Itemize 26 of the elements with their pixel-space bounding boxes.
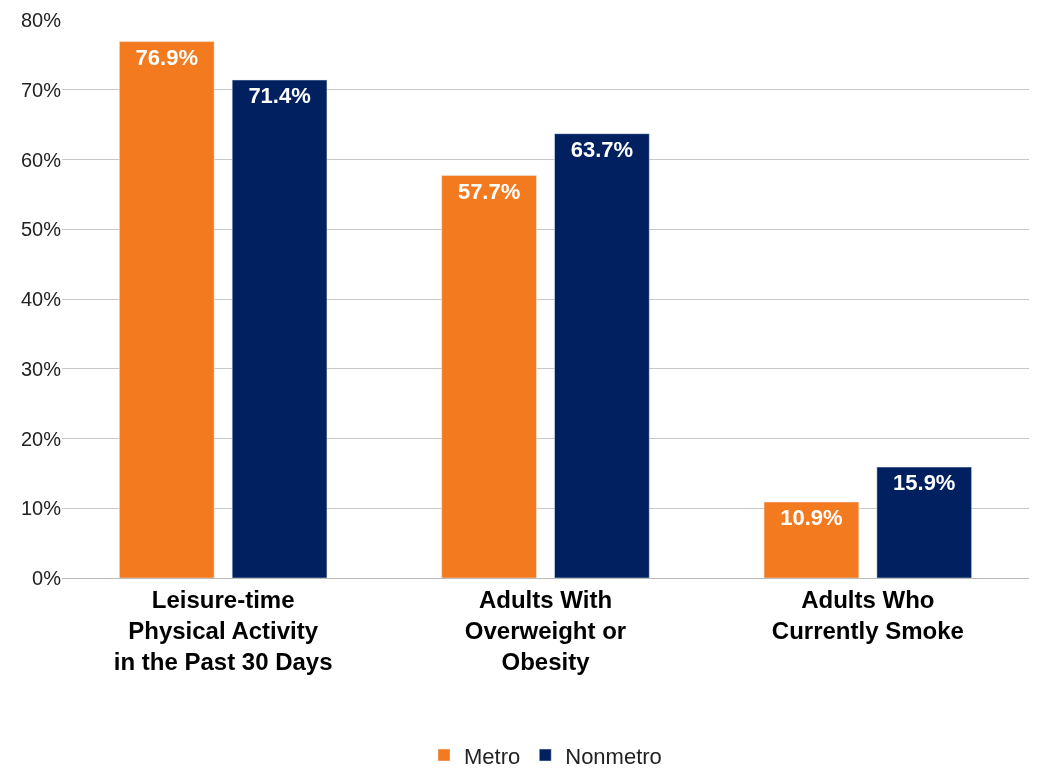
y-tick-label: 0% [32, 567, 62, 589]
y-tick-label: 70% [20, 78, 62, 101]
x-tick-label: Adults Who Currently Smoke [771, 585, 964, 644]
y-tick-label: 50% [20, 218, 62, 241]
bar [119, 41, 215, 578]
x-tick-label: Adults With Overweight or Obesity [464, 585, 627, 676]
bar [231, 79, 328, 578]
data-label: 57.7% [457, 178, 521, 204]
y-tick-label: 60% [20, 148, 62, 171]
data-label: 71.4% [248, 82, 311, 108]
bar [763, 501, 860, 578]
y-tick-label: 80% [20, 9, 62, 31]
y-tick-label: 40% [20, 288, 62, 310]
data-label: 63.7% [570, 136, 634, 162]
data-label: 10.9% [780, 504, 843, 530]
y-tick-label: 10% [20, 497, 62, 520]
bar [876, 466, 972, 578]
y-tick-label: 30% [20, 357, 62, 380]
x-tick-label: Leisure-time Physical Activity in the Past 30 Days [113, 585, 333, 676]
bar [554, 133, 650, 578]
data-label: 76.9% [135, 44, 198, 70]
legend-label: Metro [464, 743, 521, 769]
bar [441, 175, 537, 578]
y-tick-label: 20% [20, 427, 62, 450]
data-label: 15.9% [893, 470, 956, 496]
legend-label: Nonmetro [565, 743, 662, 769]
